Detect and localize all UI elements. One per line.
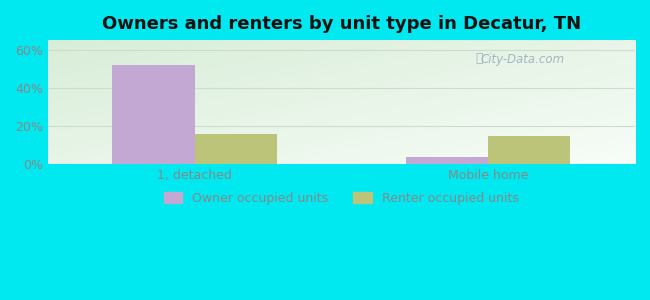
Bar <box>406 157 488 164</box>
Bar <box>194 134 277 164</box>
Bar <box>112 65 194 164</box>
Bar <box>488 136 571 164</box>
Legend: Owner occupied units, Renter occupied units: Owner occupied units, Renter occupied un… <box>159 187 524 210</box>
Text: City-Data.com: City-Data.com <box>480 52 565 65</box>
Title: Owners and renters by unit type in Decatur, TN: Owners and renters by unit type in Decat… <box>102 15 581 33</box>
Text: ⓘ: ⓘ <box>476 52 483 65</box>
